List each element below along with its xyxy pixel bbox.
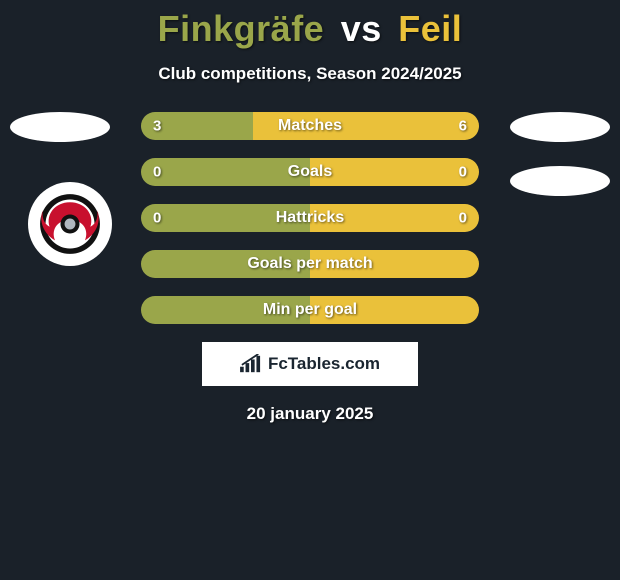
brand-box[interactable]: FcTables.com (202, 342, 418, 386)
stat-label: Goals per match (247, 255, 372, 273)
stat-bars: 3 Matches 6 0 Goals 0 0 Hattricks 0 Goal… (141, 112, 479, 324)
stat-value-left: 0 (153, 164, 161, 181)
stat-label: Matches (278, 117, 342, 135)
player2-name: Feil (398, 8, 462, 49)
brand-text: FcTables.com (268, 354, 380, 374)
stat-value-right: 0 (459, 164, 467, 181)
stat-label: Min per goal (263, 301, 357, 319)
bar-chart-icon (240, 354, 262, 374)
hurricane-logo-icon (36, 190, 104, 258)
bar-fill-left (141, 158, 310, 186)
stat-bar-min-per-goal: Min per goal (141, 296, 479, 324)
bar-fill-right (310, 158, 479, 186)
stat-label: Hattricks (276, 209, 344, 227)
subtitle: Club competitions, Season 2024/2025 (0, 64, 620, 84)
date-text: 20 january 2025 (0, 404, 620, 424)
player1-club-logo (28, 182, 112, 266)
stat-value-right: 6 (459, 118, 467, 135)
stat-value-right: 0 (459, 210, 467, 227)
comparison-title: Finkgräfe vs Feil (0, 0, 620, 50)
stat-bar-goals-per-match: Goals per match (141, 250, 479, 278)
vs-text: vs (341, 8, 382, 49)
stat-bar-hattricks: 0 Hattricks 0 (141, 204, 479, 232)
player2-badge-placeholder-1 (510, 112, 610, 142)
stat-bar-goals: 0 Goals 0 (141, 158, 479, 186)
player1-badge-placeholder (10, 112, 110, 142)
stat-value-left: 3 (153, 118, 161, 135)
stat-label: Goals (288, 163, 332, 181)
stat-value-left: 0 (153, 210, 161, 227)
player2-badge-placeholder-2 (510, 166, 610, 196)
comparison-stage: 3 Matches 6 0 Goals 0 0 Hattricks 0 Goal… (0, 112, 620, 424)
player1-name: Finkgräfe (158, 8, 325, 49)
stat-bar-matches: 3 Matches 6 (141, 112, 479, 140)
